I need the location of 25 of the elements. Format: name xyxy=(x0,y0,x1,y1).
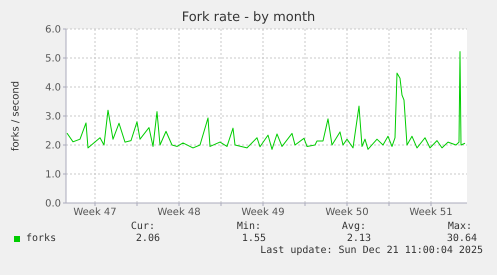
text: Last update: Sun Dec 21 11:00:04 2025 xyxy=(260,245,483,256)
x-tick-label: Week 49 xyxy=(241,207,285,218)
text: 1.55 xyxy=(242,233,266,244)
y-tick-label: 2.0 xyxy=(45,140,61,152)
text: Cur: xyxy=(130,221,155,232)
y-tick-label: 5.0 xyxy=(45,54,61,65)
text: 2.13 xyxy=(346,233,371,244)
y-tick-label: 0.0 xyxy=(45,198,61,210)
text: Avg: xyxy=(342,221,366,232)
text: Min: xyxy=(236,221,261,232)
y-tick-label: 3.0 xyxy=(45,112,61,123)
y-tick-label: 6.0 xyxy=(45,24,61,36)
text: Max: xyxy=(448,221,472,232)
text: 30.64 xyxy=(446,233,477,244)
x-tick-label: Week 51 xyxy=(409,207,453,218)
y-tick-label: 1.0 xyxy=(45,170,61,181)
chart-title: Fork rate - by month xyxy=(180,10,316,25)
y-tick-label: 4.0 xyxy=(45,82,61,94)
x-tick-label: Week 48 xyxy=(157,207,201,218)
x-tick-label: Week 50 xyxy=(325,207,369,218)
x-tick-label: Week 47 xyxy=(73,207,117,218)
legend-label: forks xyxy=(25,233,56,244)
line-series xyxy=(66,51,466,150)
y-axis-title: forks / second xyxy=(10,80,22,152)
text: 2.06 xyxy=(136,233,160,244)
